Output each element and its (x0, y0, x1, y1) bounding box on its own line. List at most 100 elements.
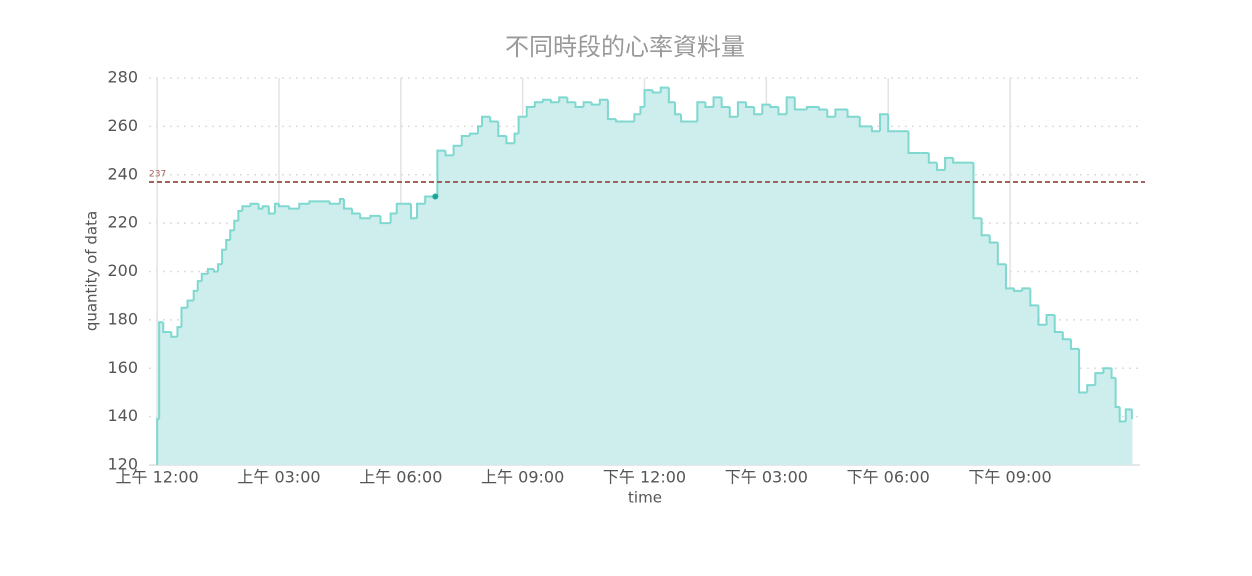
line-step (952, 157, 962, 164)
line-step (753, 107, 763, 116)
line-step (351, 208, 361, 215)
area-step (258, 208, 264, 466)
area-step (309, 201, 321, 465)
area-step (197, 281, 203, 465)
line-step (180, 306, 188, 328)
area-step (599, 99, 609, 466)
line-step (1118, 406, 1126, 423)
area-step (1115, 406, 1121, 465)
area-step (445, 155, 455, 465)
line-step (277, 203, 290, 208)
y-tick-label: 280 (107, 68, 138, 87)
line-step (944, 156, 954, 170)
line-step (489, 116, 499, 123)
area-step (193, 290, 199, 465)
line-step (712, 96, 722, 108)
line-step (651, 90, 661, 94)
line-step (517, 115, 527, 134)
line-step (639, 106, 645, 115)
line-step (1061, 331, 1071, 341)
line-step (229, 229, 235, 241)
y-axis-title: quantity of data (83, 211, 101, 331)
line-step (988, 235, 998, 244)
area-step (157, 419, 160, 465)
y-tick-label: 180 (107, 309, 138, 328)
line-step (273, 202, 279, 214)
line-step (389, 212, 397, 224)
line-step (533, 101, 543, 108)
area-step (567, 102, 576, 465)
line-step (858, 116, 872, 128)
line-step (176, 326, 182, 337)
area-step (469, 133, 479, 465)
line-step (1086, 384, 1096, 393)
area-step (518, 116, 528, 465)
line-step (424, 195, 436, 204)
line-step (598, 98, 608, 105)
area-step (181, 307, 189, 465)
area-step (652, 92, 662, 465)
area-step (319, 201, 331, 465)
area-step (514, 133, 520, 465)
area-step (737, 102, 747, 465)
line-step (574, 102, 584, 109)
area-step (1087, 385, 1096, 465)
line-step (409, 203, 418, 220)
line-step (680, 114, 690, 123)
area-step (624, 121, 635, 465)
area-step (242, 206, 252, 465)
area-step (778, 114, 788, 465)
line-step (1045, 314, 1055, 325)
line-step (170, 331, 178, 338)
chart-title: 不同時段的心率資料量 (505, 33, 745, 61)
line-step (1102, 367, 1112, 374)
x-tick-label: 下午 12:00 (603, 468, 686, 487)
line-step (1114, 377, 1120, 408)
area-step (506, 143, 516, 465)
line-step (1094, 372, 1104, 386)
highlight-point (432, 193, 439, 200)
line-step (558, 96, 568, 103)
line-step (369, 214, 381, 219)
area-step (234, 220, 239, 465)
area-step (380, 223, 392, 465)
area-step (417, 203, 426, 465)
area-step (551, 102, 560, 465)
line-step (615, 119, 625, 123)
area-step (437, 150, 446, 465)
line-step (267, 206, 275, 215)
area-step (660, 87, 670, 466)
line-step (566, 97, 576, 104)
line-step (769, 104, 779, 109)
area-step (616, 121, 625, 465)
line-step (288, 206, 300, 210)
area-step (668, 102, 676, 465)
y-tick-label: 260 (107, 116, 138, 135)
area-step (953, 162, 962, 465)
line-step (468, 132, 478, 137)
x-tick-label: 上午 03:00 (237, 468, 320, 487)
line-step (550, 99, 560, 104)
area-step (213, 271, 219, 465)
area-step (920, 152, 930, 465)
line-step (476, 125, 483, 134)
line-step (834, 108, 848, 117)
area-step (1119, 421, 1127, 465)
area-step (928, 162, 938, 465)
line-step (805, 106, 820, 110)
line-step (525, 106, 535, 117)
area-step (859, 126, 873, 465)
area-step (674, 114, 682, 465)
line-step (298, 202, 310, 209)
area-step (274, 203, 280, 465)
area-step (230, 230, 235, 465)
line-step (673, 102, 682, 116)
line-step (379, 215, 391, 225)
area-step (969, 162, 974, 465)
area-step (989, 242, 999, 465)
area-step (238, 211, 243, 465)
area-step (396, 203, 406, 465)
line-step (1053, 315, 1063, 333)
line-step (444, 150, 454, 157)
